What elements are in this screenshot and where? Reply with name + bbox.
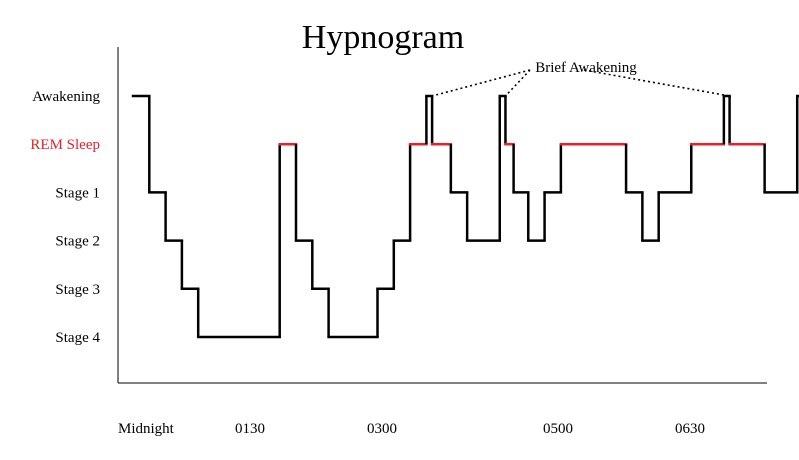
annotation-text: Brief Awakening	[535, 60, 637, 76]
brief-awakening-annotation: Brief Awakening	[431, 60, 730, 97]
y-tick-label-rem-sleep: REM Sleep	[30, 137, 100, 153]
x-tick-label-midnight: Midnight	[118, 421, 175, 437]
x-tick-labels: Midnight 0130 0300 0500 0630	[118, 421, 705, 437]
x-tick-label-0500: 0500	[543, 421, 573, 437]
annotation-leader	[431, 69, 531, 97]
y-tick-label-stage-1: Stage 1	[55, 185, 100, 201]
y-tick-labels: Awakening REM Sleep Stage 1 Stage 2 Stage 3 S…	[30, 89, 100, 346]
x-tick-label-0630: 0630	[675, 421, 705, 437]
y-tick-label-stage-2: Stage 2	[55, 234, 100, 250]
y-tick-label-stage-4: Stage 4	[55, 330, 100, 346]
hypnogram-trace	[131, 94, 799, 339]
chart-title: Hypnogram	[302, 19, 464, 56]
x-tick-label-0300: 0300	[367, 421, 397, 437]
y-tick-label-stage-3: Stage 3	[55, 282, 100, 298]
y-tick-label-awakening: Awakening	[32, 89, 100, 105]
annotation-leader	[504, 69, 531, 97]
x-tick-label-0130: 0130	[235, 421, 265, 437]
